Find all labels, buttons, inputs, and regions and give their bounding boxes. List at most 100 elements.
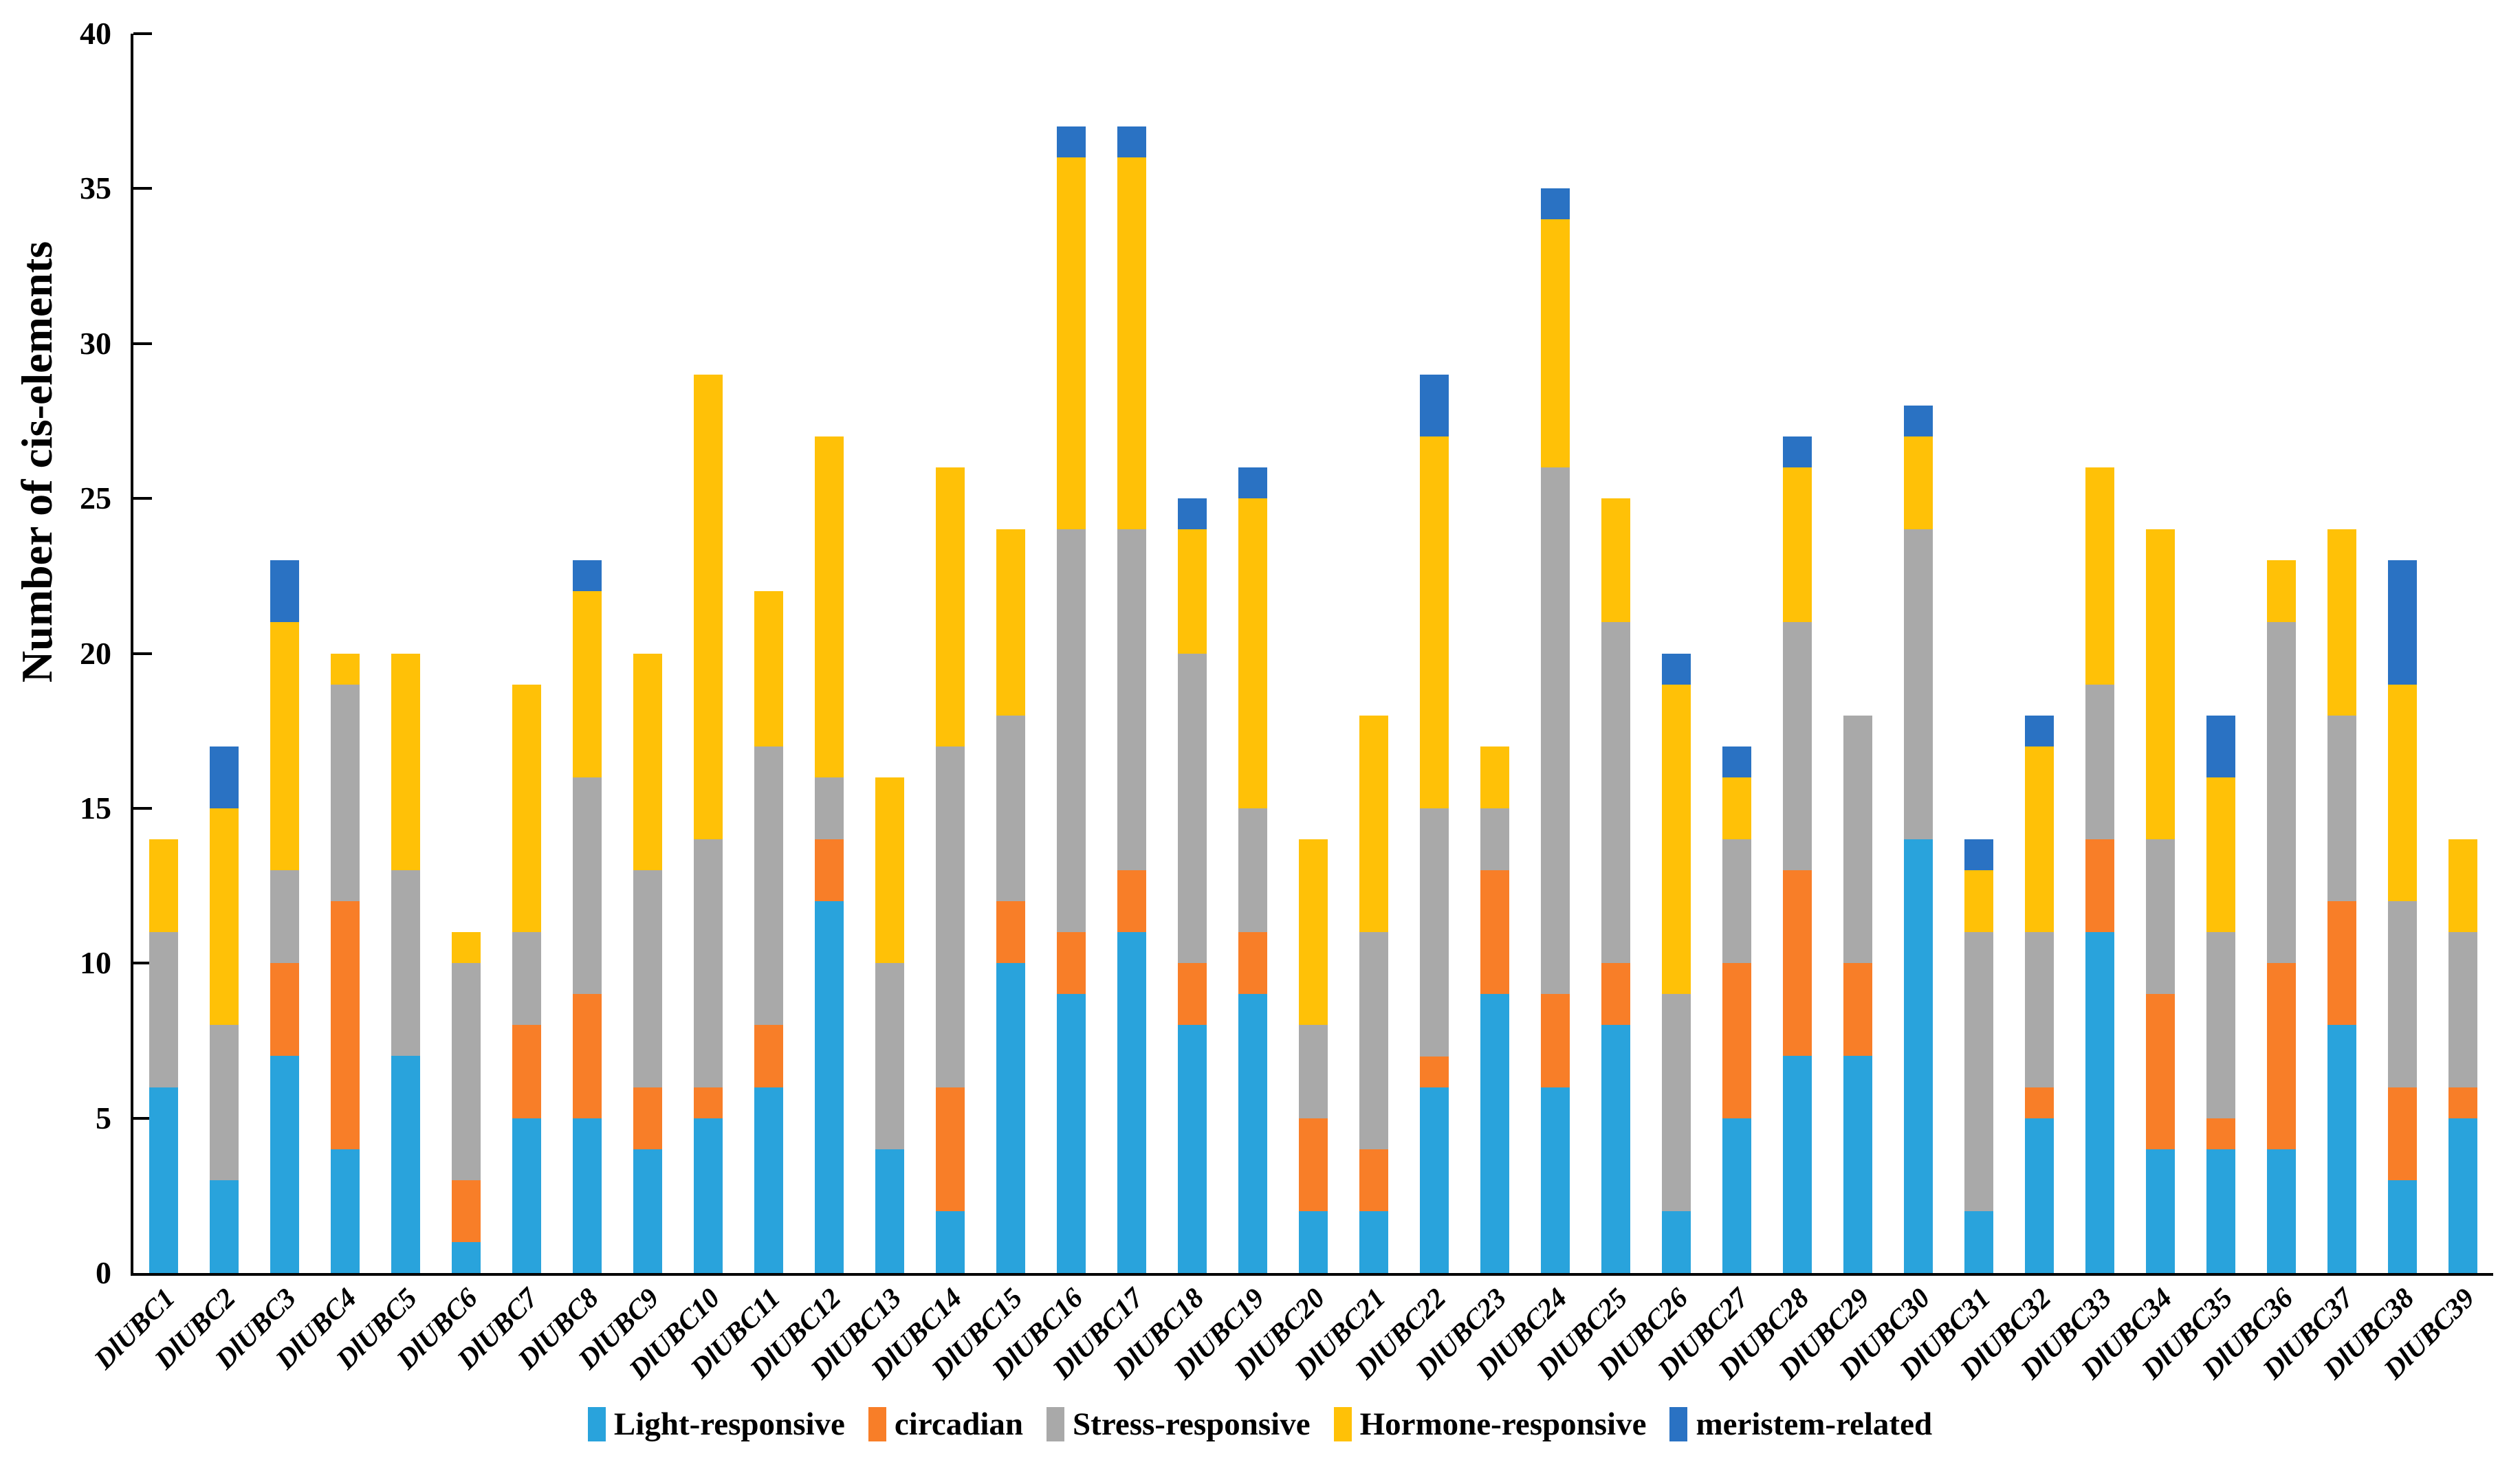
bar-segment-Hormone-responsive <box>2025 746 2054 933</box>
bar-segment-Hormone-responsive <box>2146 529 2175 839</box>
bar-segment-Stress-responsive <box>1299 1025 1328 1118</box>
bar-segment-circadian <box>936 1087 965 1211</box>
bar-DlUBC15 <box>996 34 1025 1273</box>
legend: Light-responsive circadian Stress-responsi… <box>0 1400 2520 1449</box>
bar-segment-circadian <box>1299 1118 1328 1211</box>
bar-segment-Light-responsive <box>2146 1149 2175 1273</box>
plot-area <box>131 32 2493 1276</box>
bar-segment-circadian <box>2206 1118 2235 1149</box>
bar-segment-Stress-responsive <box>633 870 662 1087</box>
bar-segment-Stress-responsive <box>2448 932 2477 1087</box>
bar-segment-Hormone-responsive <box>2327 529 2356 716</box>
bar-segment-Hormone-responsive <box>331 653 360 685</box>
y-tick-label: 15 <box>80 790 111 826</box>
bar-DlUBC9 <box>633 34 662 1273</box>
bar-segment-circadian <box>754 1025 783 1087</box>
bar-segment-circadian <box>694 1087 723 1118</box>
bar-DlUBC17 <box>1117 34 1146 1273</box>
y-tick-label: 30 <box>80 325 111 361</box>
bar-segment-Hormone-responsive <box>996 529 1025 716</box>
bar-segment-Stress-responsive <box>149 932 178 1087</box>
bar-segment-Hormone-responsive <box>573 591 602 777</box>
bar-segment-circadian <box>996 901 1025 964</box>
bar-segment-meristem-related <box>1904 405 1933 436</box>
bar-segment-Stress-responsive <box>1783 622 1812 871</box>
bar-segment-Stress-responsive <box>1178 653 1207 964</box>
bar-segment-Hormone-responsive <box>512 684 541 933</box>
bar-segment-Stress-responsive <box>2206 932 2235 1118</box>
bar-segment-Stress-responsive <box>1722 839 1751 964</box>
bar-segment-Light-responsive <box>1359 1210 1388 1273</box>
bar-segment-Hormone-responsive <box>1904 436 1933 530</box>
bar-segment-meristem-related <box>1662 653 1691 685</box>
bar-DlUBC12 <box>815 34 844 1273</box>
y-axis-tick <box>133 497 152 500</box>
bar-segment-circadian <box>1178 963 1207 1026</box>
bar-DlUBC11 <box>754 34 783 1273</box>
bar-segment-circadian <box>633 1087 662 1149</box>
bar-segment-meristem-related <box>1117 126 1146 158</box>
bar-segment-Stress-responsive <box>573 777 602 995</box>
bar-segment-Light-responsive <box>1238 994 1267 1273</box>
bar-segment-Stress-responsive <box>996 715 1025 902</box>
bar-segment-Hormone-responsive <box>270 622 299 871</box>
bar-segment-Stress-responsive <box>1541 467 1570 995</box>
bar-segment-meristem-related <box>1057 126 1086 158</box>
y-axis-tick <box>133 962 152 965</box>
bar-segment-circadian <box>1117 870 1146 933</box>
bar-DlUBC5 <box>391 34 420 1273</box>
bar-segment-meristem-related <box>1722 746 1751 777</box>
bar-segment-meristem-related <box>1964 839 1993 871</box>
bar-segment-circadian <box>1722 963 1751 1118</box>
bar-segment-Hormone-responsive <box>1964 870 1993 933</box>
y-axis-tick <box>133 342 152 345</box>
bar-DlUBC2 <box>210 34 239 1273</box>
bar-segment-Stress-responsive <box>2327 715 2356 902</box>
bar-segment-Light-responsive <box>1964 1210 1993 1273</box>
bar-segment-Light-responsive <box>149 1087 178 1273</box>
bar-segment-Hormone-responsive <box>1480 746 1509 808</box>
bar-segment-Hormone-responsive <box>1541 219 1570 468</box>
bar-segment-circadian <box>512 1025 541 1118</box>
bar-segment-circadian <box>2448 1087 2477 1118</box>
bar-segment-circadian <box>1238 932 1267 995</box>
bar-segment-Hormone-responsive <box>1178 529 1207 654</box>
bar-segment-Stress-responsive <box>1964 932 1993 1211</box>
y-axis-tick <box>133 32 152 35</box>
bar-DlUBC24 <box>1541 34 1570 1273</box>
bar-segment-Hormone-responsive <box>1601 498 1630 623</box>
y-axis-tick <box>133 187 152 190</box>
bar-segment-Stress-responsive <box>210 1025 239 1180</box>
bar-segment-Hormone-responsive <box>391 653 420 871</box>
bar-segment-Light-responsive <box>1662 1210 1691 1273</box>
bar-segment-circadian <box>1057 932 1086 995</box>
bar-segment-Light-responsive <box>573 1118 602 1273</box>
bar-DlUBC10 <box>694 34 723 1273</box>
legend-item-circadian: circadian <box>868 1406 1023 1443</box>
bar-segment-Light-responsive <box>2448 1118 2477 1273</box>
bar-segment-circadian <box>1480 870 1509 995</box>
bar-segment-circadian <box>2146 994 2175 1149</box>
bar-segment-Stress-responsive <box>1238 808 1267 933</box>
bar-segment-circadian <box>1359 1149 1388 1211</box>
bar-segment-Stress-responsive <box>1662 994 1691 1211</box>
bar-segment-circadian <box>2085 839 2114 933</box>
legend-swatch-icon <box>587 1407 606 1441</box>
bar-segment-Light-responsive <box>1783 1056 1812 1273</box>
bar-segment-Hormone-responsive <box>875 777 904 964</box>
bar-DlUBC29 <box>1843 34 1872 1273</box>
bar-segment-Hormone-responsive <box>2085 467 2114 685</box>
bar-segment-circadian <box>331 901 360 1149</box>
x-axis-labels: DlUBC1 DlUBC2 DlUBC3 DlUBC4 DlUBC5 DlUBC6 DlUB… <box>0 1281 2520 1405</box>
bar-segment-Stress-responsive <box>2025 932 2054 1087</box>
bar-segment-meristem-related <box>1178 498 1207 530</box>
bar-segment-Stress-responsive <box>1117 529 1146 871</box>
bar-DlUBC28 <box>1783 34 1812 1273</box>
bar-DlUBC4 <box>331 34 360 1273</box>
bar-DlUBC7 <box>512 34 541 1273</box>
bar-segment-Light-responsive <box>210 1180 239 1273</box>
bar-DlUBC36 <box>2267 34 2296 1273</box>
bar-segment-Light-responsive <box>2025 1118 2054 1273</box>
bar-DlUBC3 <box>270 34 299 1273</box>
bar-DlUBC34 <box>2146 34 2175 1273</box>
